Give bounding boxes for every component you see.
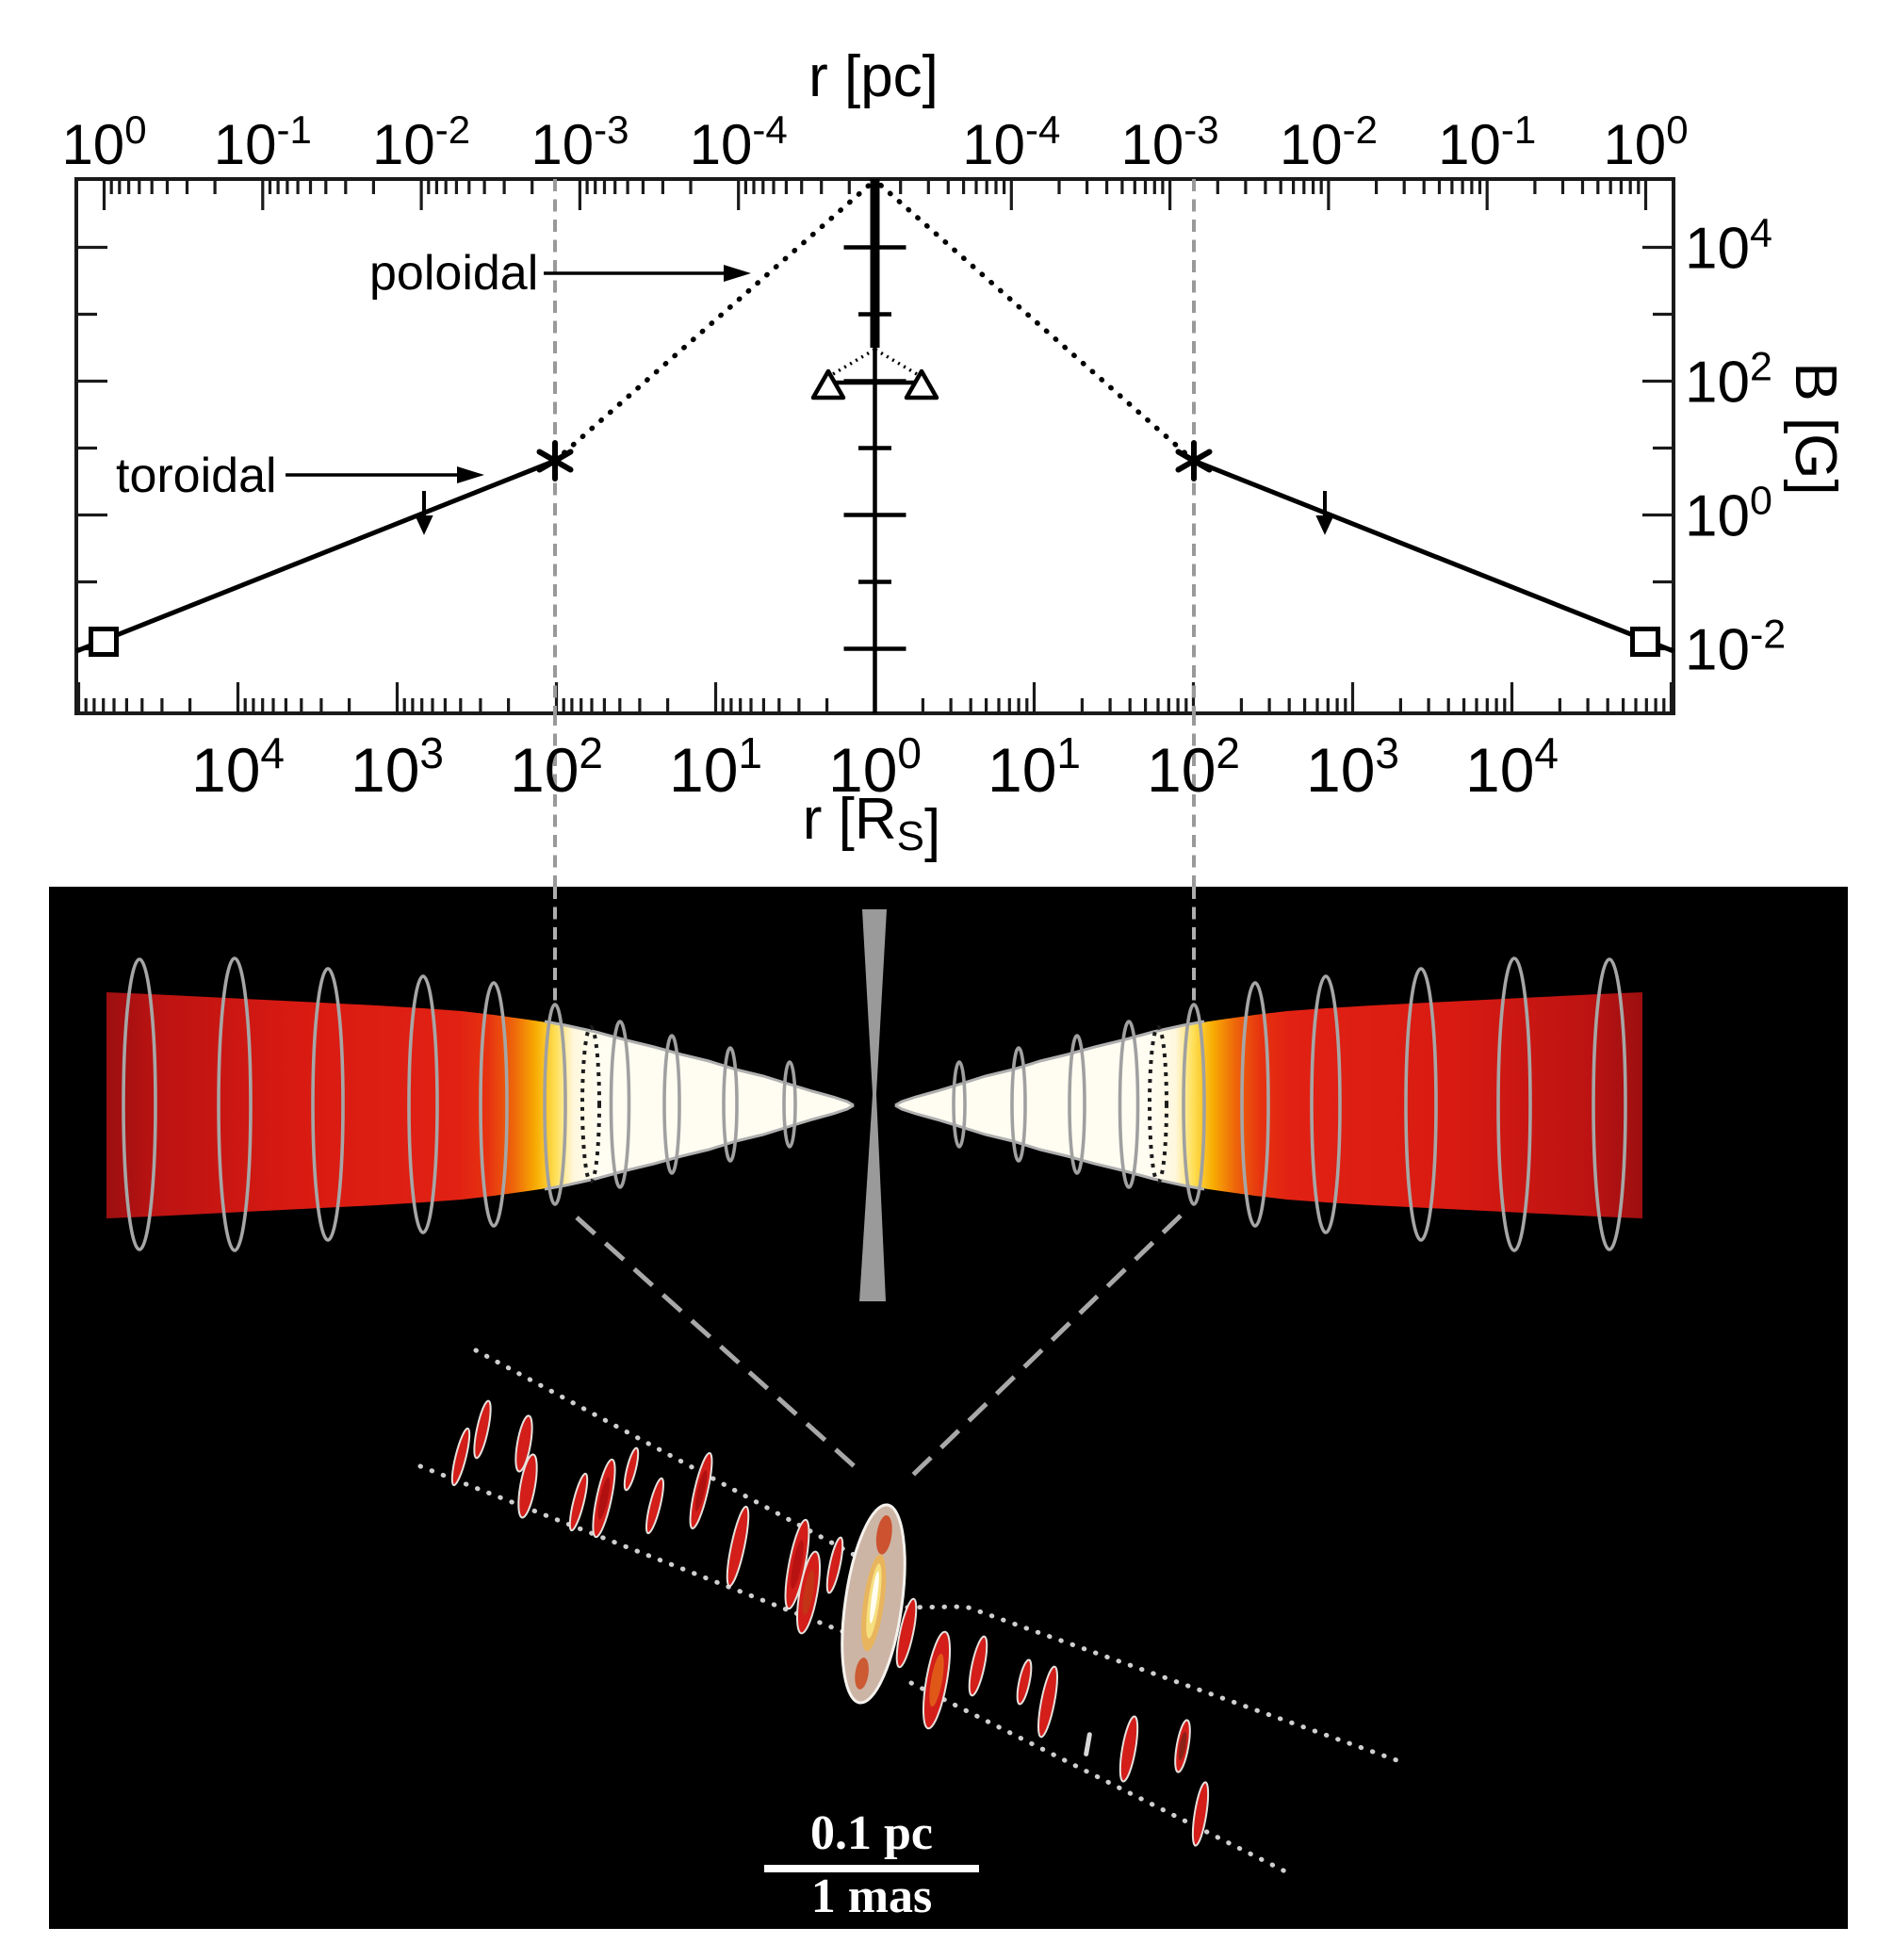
svg-text:toroidal: toroidal (116, 449, 277, 503)
svg-text:10-3: 10-3 (531, 107, 629, 176)
svg-text:100: 100 (1603, 107, 1688, 176)
svg-text:103: 103 (351, 728, 444, 805)
svg-text:1 mas: 1 mas (811, 1870, 933, 1923)
svg-text:poloidal: poloidal (369, 246, 538, 301)
svg-text:0.1 pc: 0.1 pc (810, 1806, 933, 1860)
svg-text:B [G]: B [G] (1783, 362, 1848, 495)
svg-text:10-2: 10-2 (372, 107, 470, 176)
svg-text:104: 104 (1465, 728, 1559, 805)
svg-text:r [pc]: r [pc] (808, 44, 939, 109)
